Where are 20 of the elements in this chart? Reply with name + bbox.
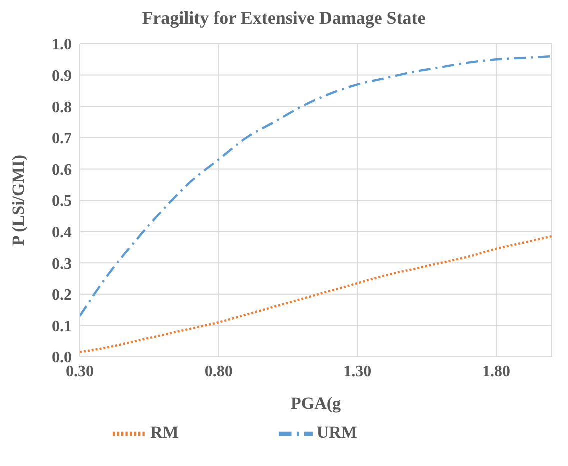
y-tick-label: 0.4 <box>52 224 72 242</box>
y-axis-title: P (LSi/GMI) <box>9 154 28 246</box>
x-tick-label: 1.30 <box>344 363 372 380</box>
y-tick-label: 0.8 <box>52 99 72 116</box>
y-tick-label: 0.3 <box>52 256 72 273</box>
y-tick-label: 0.7 <box>52 130 72 148</box>
y-tick-label: 1.0 <box>52 36 72 54</box>
y-tick-label: 0.9 <box>52 68 72 85</box>
legend-label: URM <box>316 422 358 442</box>
x-axis-title: PGA(g <box>290 394 342 413</box>
y-tick-label: 0.6 <box>52 162 72 179</box>
y-tick-label: 0.5 <box>52 193 72 210</box>
line-series <box>80 235 552 354</box>
y-tick-label: 0.1 <box>52 318 72 336</box>
x-tick-label: 0.80 <box>204 363 233 380</box>
x-tick-label: 1.80 <box>482 363 510 380</box>
legend-label: RM <box>150 422 179 442</box>
y-tick-label: 0.2 <box>52 287 72 304</box>
chart-title: Fragility for Extensive Damage State <box>141 8 427 30</box>
line-series <box>80 55 552 318</box>
